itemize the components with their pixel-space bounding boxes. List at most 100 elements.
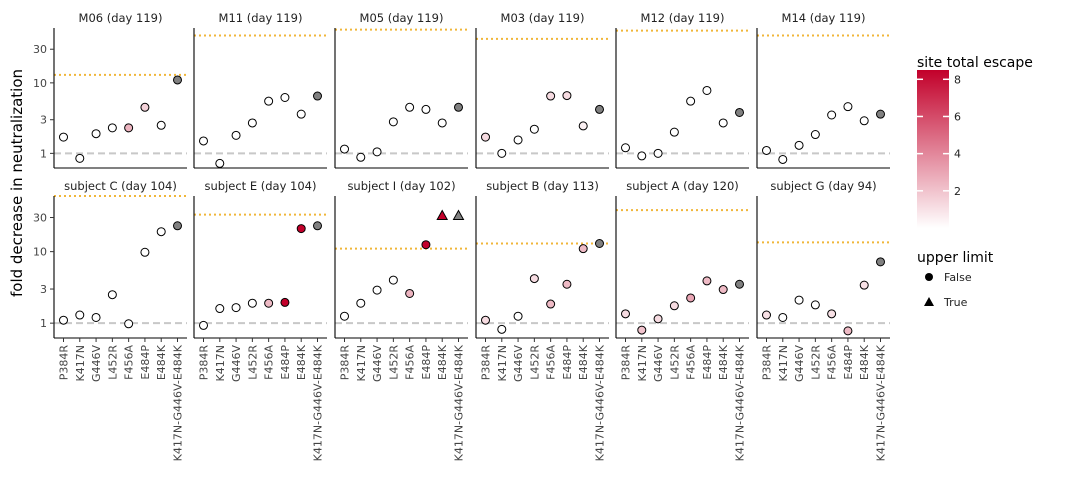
x-tick-label: L452R [387, 345, 400, 380]
x-tick-label: G446V [230, 345, 243, 383]
facet-title: subject A (day 120) [626, 179, 739, 193]
y-tick-label: 10 [33, 246, 47, 259]
data-point [810, 130, 820, 140]
legend-triangle-key [924, 297, 934, 306]
x-tick-label: F456A [404, 345, 417, 380]
data-point [340, 311, 349, 321]
facet-panel: subject A (day 120) P384R K417N G446V L452R F… [615, 179, 749, 461]
data-point [513, 135, 523, 145]
data-point [497, 148, 507, 158]
x-tick-label: K417N-G446V-E484K [875, 344, 888, 461]
x-tick-label: F456A [123, 345, 136, 380]
x-tick-label: K417N-G446V-E484K [453, 344, 466, 461]
data-point [173, 221, 182, 231]
facet-panel: subject B (day 113) P384R K417N G446V L452R F… [475, 179, 609, 461]
data-point [356, 152, 366, 162]
data-point [562, 91, 572, 101]
data-point [91, 312, 101, 322]
data-point [388, 117, 398, 127]
x-tick-label: K417N [777, 345, 790, 381]
data-point [735, 107, 744, 117]
y-tick-label: 30 [33, 212, 47, 225]
data-point [876, 257, 885, 267]
facet-title: subject E (day 104) [205, 179, 317, 193]
shape-legend-title: upper limit [917, 250, 994, 266]
x-tick-label: E484P [701, 345, 714, 380]
x-tick-label: L452R [528, 345, 541, 380]
data-point [296, 109, 306, 119]
facet-panel: M11 (day 119) [193, 11, 327, 169]
data-point [247, 118, 257, 128]
data-point [199, 320, 208, 330]
data-point [231, 130, 241, 140]
data-point [372, 285, 382, 295]
legend-entry-label: True [943, 296, 968, 309]
x-tick-label: G446V [512, 345, 525, 383]
x-tick-label: E484K [717, 344, 730, 380]
facet-panel: subject C (day 104) 1 3 10 30 P384R K417N G446V… [33, 179, 187, 461]
data-point [686, 96, 696, 106]
x-tick-label: E484K [295, 344, 308, 380]
data-point [843, 326, 853, 336]
data-point [653, 148, 663, 158]
legend-circle-key [925, 273, 933, 281]
data-point [481, 132, 490, 142]
x-tick-label: E484K [436, 344, 449, 380]
data-point [827, 309, 837, 319]
data-point [762, 310, 771, 320]
x-tick-label: F456A [263, 345, 276, 380]
color-legend: site total escape 2 4 6 8 [917, 55, 1033, 228]
color-bar-tick-label: 8 [954, 73, 961, 86]
data-point [578, 121, 588, 131]
data-point [778, 312, 788, 322]
data-point [173, 75, 182, 85]
x-tick-label: F456A [545, 345, 558, 380]
data-point [264, 298, 274, 308]
y-tick-label: 1 [40, 317, 47, 330]
facet-title: subject G (day 94) [770, 179, 876, 193]
x-tick-label: L452R [668, 345, 681, 380]
data-point [653, 314, 663, 324]
facet-title: subject C (day 104) [64, 179, 177, 193]
x-tick-label: P384R [198, 345, 211, 381]
x-tick-label: E484P [279, 345, 292, 380]
data-point [621, 309, 630, 319]
facet-title: M06 (day 119) [79, 11, 163, 25]
data-point [637, 151, 647, 161]
x-tick-label: P384R [339, 345, 352, 381]
data-point [372, 147, 382, 157]
y-tick-label: 10 [33, 77, 47, 90]
facet-panel: M12 (day 119) [615, 11, 749, 169]
x-tick-label: E484K [577, 344, 590, 380]
data-point [247, 298, 257, 308]
x-tick-label: E484P [842, 345, 855, 380]
data-point [735, 279, 744, 289]
data-point [231, 303, 241, 313]
data-point [215, 158, 225, 168]
data-point [280, 92, 290, 102]
y-tick-label: 3 [40, 114, 47, 127]
data-point [421, 104, 431, 114]
facet-title: M12 (day 119) [641, 11, 725, 25]
x-tick-label: E484P [139, 345, 152, 380]
data-point [388, 275, 398, 285]
data-point [59, 315, 68, 325]
y-axis-title: fold decrease in neutralization [8, 69, 26, 297]
color-bar-tick-label: 4 [954, 148, 961, 161]
data-point [313, 91, 322, 101]
x-tick-label: L452R [809, 345, 822, 380]
data-point [546, 91, 556, 101]
x-tick-label: F456A [826, 345, 839, 380]
data-point [637, 325, 647, 335]
y-tick-label: 1 [40, 147, 47, 160]
x-tick-label: G446V [793, 345, 806, 383]
facet-title: M03 (day 119) [501, 11, 585, 25]
data-point [794, 140, 804, 150]
data-point [562, 279, 572, 289]
x-tick-label: P384R [480, 345, 493, 381]
x-tick-label: F456A [685, 345, 698, 380]
data-point [827, 110, 837, 120]
data-point [876, 109, 885, 119]
data-point [810, 300, 820, 310]
data-point [296, 224, 306, 234]
